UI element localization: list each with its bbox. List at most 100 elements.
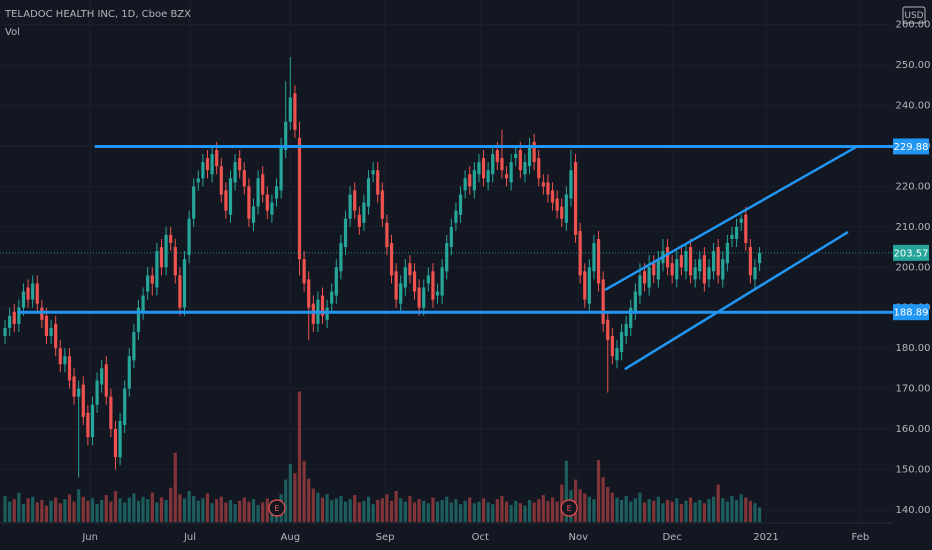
candle-body [730, 234, 734, 239]
x-tick-label: Jul [183, 532, 196, 543]
last-price-tag-bg [893, 244, 929, 261]
candle-body [371, 170, 375, 175]
candle-body [739, 218, 743, 223]
candle-body [454, 210, 458, 223]
volume-bar [155, 502, 159, 522]
candle-body [159, 247, 164, 268]
x-tick-label: Oct [472, 532, 489, 543]
candle-body [100, 368, 104, 385]
candle-body [362, 202, 366, 223]
candle-body [707, 267, 711, 280]
y-tick-label: 200.00 [896, 262, 931, 273]
volume-bar [403, 501, 407, 522]
volume-bar [8, 501, 12, 522]
volume-bar [371, 504, 375, 522]
candle-body [679, 255, 683, 268]
volume-bar [81, 496, 85, 522]
volume-bar [261, 502, 265, 522]
candle-body [307, 279, 311, 308]
volume-bar [514, 500, 518, 522]
volume-bar [509, 504, 513, 522]
volume-bar [366, 496, 371, 522]
volume-bar [675, 498, 679, 522]
candle-body [26, 287, 30, 300]
volume-bar [169, 487, 173, 522]
candle-body [665, 247, 670, 268]
candle-body [449, 226, 453, 248]
volume-bar [100, 499, 104, 522]
volume-bar [311, 488, 315, 522]
earnings-label: E [274, 504, 279, 513]
candle-body [514, 154, 518, 159]
volume-bar [215, 499, 219, 522]
candle-body [182, 259, 187, 308]
candle-body [173, 247, 177, 276]
volume-bar [564, 460, 568, 522]
volume-bar [205, 493, 210, 522]
volume-bar [527, 499, 532, 522]
volume-bar [118, 498, 122, 522]
candle-body [583, 271, 587, 300]
volume-bar [196, 500, 200, 522]
candle-body [343, 218, 348, 248]
candle-body [573, 162, 578, 235]
candle-body [196, 178, 200, 183]
volume-bar [320, 497, 325, 522]
candle-body [417, 287, 421, 308]
volume-bar [265, 498, 269, 522]
volume-bar [302, 460, 306, 522]
volume-bar [670, 501, 674, 522]
candle-body [247, 186, 251, 219]
candle-body [458, 194, 463, 215]
volume-bar [376, 499, 380, 522]
volume-bar [431, 497, 435, 522]
candle-body [399, 283, 403, 304]
candle-body [619, 331, 624, 353]
y-tick-label: 140.00 [896, 505, 931, 516]
candle-body [560, 206, 564, 219]
y-tick-label: 210.00 [896, 222, 931, 233]
volume-label: Vol [5, 27, 20, 38]
x-tick-label: Aug [281, 532, 301, 543]
candle-body [638, 275, 642, 296]
candle-body [339, 243, 343, 272]
volume-bar [86, 500, 90, 522]
volume-bar [334, 498, 338, 522]
volume-bar [348, 499, 352, 522]
volume-bar [113, 491, 118, 522]
candle-body [265, 194, 269, 211]
candle-body [311, 303, 315, 324]
candle-body [357, 214, 361, 227]
volume-bar [238, 500, 242, 522]
volume-bar [21, 504, 26, 522]
candle-body [178, 275, 182, 308]
volume-bar [578, 489, 582, 522]
currency[interactable]: USD [904, 11, 923, 21]
volume-bar [523, 505, 527, 522]
volume-bar [339, 495, 343, 522]
candle-body [481, 158, 486, 179]
volume-bar [734, 499, 739, 522]
volume-bar [633, 498, 637, 522]
candle-body [284, 121, 288, 151]
volume-bar [58, 503, 62, 522]
candle-body [270, 202, 274, 215]
volume-bar [426, 503, 430, 522]
volume-bar [537, 499, 541, 522]
candle-body [49, 327, 53, 337]
currency-box[interactable] [902, 6, 926, 24]
x-tick-label: Jun [81, 532, 98, 543]
candle-body [233, 162, 237, 183]
candle-body [721, 259, 725, 280]
candle-body [546, 182, 550, 195]
x-tick-label: Dec [662, 532, 681, 543]
candle-body [647, 267, 651, 288]
candle-body [504, 174, 509, 179]
y-tick-label: 250.00 [896, 60, 931, 71]
volume-bar [642, 502, 647, 522]
candle-body [155, 251, 159, 288]
x-tick-label: Nov [569, 532, 589, 543]
volume-bar [159, 497, 164, 522]
volume-bar [504, 501, 509, 522]
volume-bar [417, 499, 421, 522]
